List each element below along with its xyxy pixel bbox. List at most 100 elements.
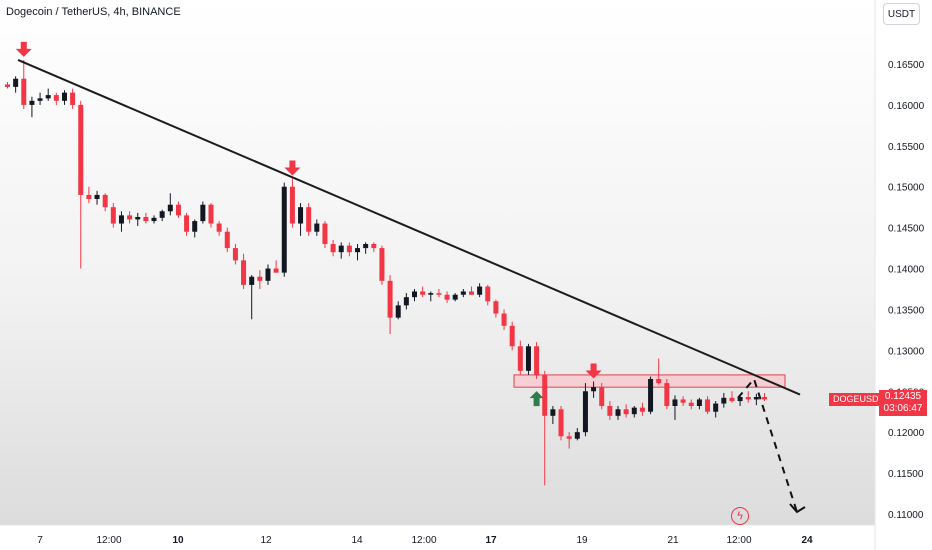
candle xyxy=(257,276,263,281)
candle xyxy=(680,399,686,403)
candle xyxy=(241,260,247,285)
candle xyxy=(281,186,287,273)
down-arrow-icon xyxy=(585,363,602,379)
candle xyxy=(110,207,116,224)
candle xyxy=(70,92,76,105)
candle xyxy=(135,217,141,220)
candle xyxy=(118,215,124,224)
candle xyxy=(200,204,206,222)
candle xyxy=(330,244,336,253)
candle xyxy=(184,215,190,232)
candle xyxy=(29,100,35,105)
candle xyxy=(94,194,100,199)
x-tick-label: 12:00 xyxy=(411,535,436,546)
candle xyxy=(78,104,84,195)
candle xyxy=(249,276,255,285)
candle xyxy=(216,223,222,232)
candle xyxy=(623,409,629,415)
x-tick-label: 12:00 xyxy=(726,535,751,546)
y-tick-label: 0.13500 xyxy=(888,305,925,316)
candle xyxy=(289,186,295,224)
trendline xyxy=(17,58,801,396)
candle xyxy=(558,409,564,437)
chart-title: Dogecoin / TetherUS, 4h, BINANCE xyxy=(6,6,181,18)
candle xyxy=(713,403,719,412)
y-tick-label: 0.15000 xyxy=(888,183,925,194)
candle xyxy=(729,397,735,402)
candle xyxy=(102,194,108,208)
last-price: 0.12435 xyxy=(884,391,922,402)
y-tick-label: 0.13000 xyxy=(888,346,925,357)
candle xyxy=(599,387,605,406)
tradingview-logo-icon: ϟ xyxy=(731,507,749,525)
candle xyxy=(534,346,540,375)
candle xyxy=(86,194,92,199)
candle xyxy=(314,223,320,232)
candle xyxy=(582,391,588,433)
candle xyxy=(705,399,711,412)
candle xyxy=(550,409,556,416)
candle xyxy=(167,204,173,212)
y-tick-label: 0.11000 xyxy=(888,510,924,521)
candle xyxy=(363,244,369,249)
y-tick-label: 0.16000 xyxy=(888,101,925,112)
candle xyxy=(45,95,51,99)
candle xyxy=(412,291,417,298)
candle xyxy=(338,245,344,253)
candle xyxy=(509,325,515,347)
x-tick-label: 7 xyxy=(37,535,43,546)
candle xyxy=(721,397,727,404)
candle xyxy=(306,207,312,232)
down-arrow-icon xyxy=(15,41,32,57)
candle xyxy=(460,291,466,295)
candle xyxy=(428,293,434,295)
currency-button[interactable]: USDT xyxy=(883,3,920,25)
x-tick-label: 14 xyxy=(351,535,363,546)
candle xyxy=(379,248,385,281)
candle xyxy=(387,280,393,318)
candle xyxy=(737,397,743,402)
candle xyxy=(607,406,613,416)
x-tick-label: 21 xyxy=(667,535,679,546)
candle xyxy=(574,432,580,439)
down-arrow-icon xyxy=(284,160,301,176)
candle xyxy=(127,215,133,220)
plot-area[interactable] xyxy=(0,0,875,525)
projection-arrowhead xyxy=(789,503,806,514)
candle xyxy=(5,84,10,87)
y-tick-label: 0.11500 xyxy=(888,469,924,480)
candle xyxy=(273,268,279,273)
y-tick-label: 0.16500 xyxy=(888,60,925,71)
x-tick-label: 12 xyxy=(260,535,272,546)
candle xyxy=(21,78,27,105)
candle xyxy=(615,409,621,416)
candle xyxy=(444,294,450,300)
candle xyxy=(762,397,768,400)
candle xyxy=(355,248,361,253)
candle xyxy=(175,204,181,216)
candle xyxy=(452,294,458,300)
candle xyxy=(501,313,507,326)
x-tick-label: 24 xyxy=(801,535,813,546)
candle xyxy=(53,95,59,101)
candle xyxy=(468,291,474,295)
candle xyxy=(493,301,499,314)
candle xyxy=(159,211,165,218)
x-tick-label: 10 xyxy=(172,535,184,546)
candle xyxy=(517,346,523,371)
projection-path xyxy=(737,376,798,513)
candle xyxy=(403,297,409,306)
candle xyxy=(485,286,491,302)
candle xyxy=(151,217,157,222)
up-arrow-icon xyxy=(529,391,544,407)
candle xyxy=(436,293,442,295)
symbol-tag: DOGEUSDT xyxy=(829,393,889,406)
y-tick-label: 0.15500 xyxy=(888,142,925,153)
candle xyxy=(208,204,214,224)
y-tick-label: 0.12000 xyxy=(888,428,925,439)
candle xyxy=(265,268,271,281)
candle xyxy=(346,245,352,253)
candle xyxy=(639,407,645,412)
